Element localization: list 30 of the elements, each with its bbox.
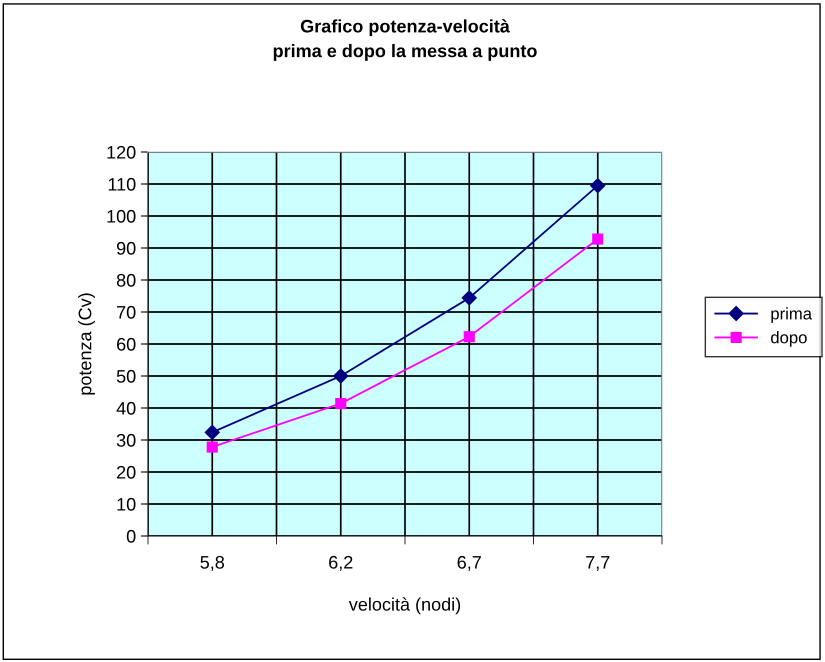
y-tick-label: 0 (126, 530, 136, 543)
y-axis-title: potenza (Cv) (78, 293, 95, 395)
x-axis-title: velocità (nodi) (348, 597, 460, 614)
y-tick-label: 100 (107, 210, 136, 223)
y-tick-label: 50 (116, 370, 136, 383)
x-tick-label: 5,8 (200, 556, 224, 571)
y-tick-label: 80 (116, 274, 136, 287)
point (592, 233, 604, 245)
point (204, 424, 220, 440)
point (206, 441, 218, 453)
point (335, 398, 346, 410)
y-tick-label: 10 (117, 498, 136, 511)
chart-title: Grafico potenza-velocità prima e dopo la messa a punto (274, 19, 537, 61)
y-tick-label: 70 (117, 306, 136, 319)
point (464, 331, 475, 342)
x-tick-label: 7,7 (586, 556, 610, 571)
y-tick-label: 60 (117, 338, 136, 351)
point (590, 178, 606, 194)
y-tick-label: 120 (107, 146, 136, 159)
y-tick-label: 20 (117, 466, 136, 479)
x-tick-label: 6,2 (329, 556, 352, 571)
legend-label: prima (771, 307, 812, 323)
point (333, 368, 348, 384)
point (462, 290, 477, 306)
x-tick-label: 6,7 (458, 556, 481, 571)
y-tick-label: 110 (108, 178, 136, 191)
y-tick-label: 90 (116, 242, 136, 255)
legend-label: dopo (771, 331, 807, 347)
y-tick-label: 30 (116, 434, 136, 447)
y-tick-label: 40 (116, 402, 136, 415)
